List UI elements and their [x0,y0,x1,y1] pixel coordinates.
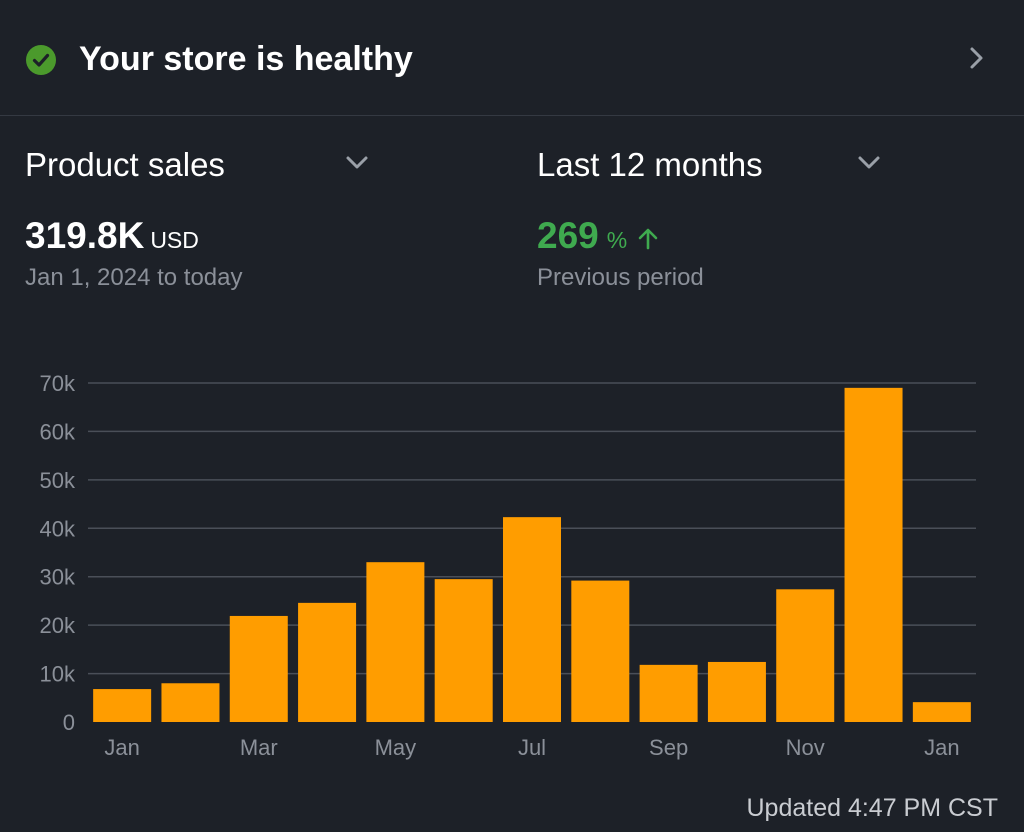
total-sales-unit: USD [150,227,199,253]
total-sales: 319.8K USD [25,214,199,258]
bar-oct-9[interactable] [707,661,766,722]
change-label: Previous period [537,264,704,291]
metric-selector-label: Product sales [25,146,225,183]
chevron-down-icon [346,156,368,169]
bar-nov-10[interactable] [776,589,835,722]
y-tick-label: 70k [40,371,76,396]
bar-apr-3[interactable] [298,602,357,722]
y-tick-label: 60k [40,419,76,444]
y-tick-label: 50k [40,468,76,493]
chevron-right-icon[interactable] [966,44,986,72]
total-sales-value: 319.8K [25,215,145,256]
arrow-up-icon [638,228,657,250]
x-tick-label: May [375,735,417,760]
sales-bar-chart: 0 10k 20k 30k 40k 50k 60k 70k Jan Mar May Jul Sep Nov… [40,371,976,760]
x-tick-label: Nov [786,735,825,760]
bar-jan-12[interactable] [912,702,971,722]
period-change: 269% [537,214,660,258]
period-selector[interactable]: Last 12 months [537,142,897,190]
store-health-title: Your store is healthy [79,40,413,78]
date-range: Jan 1, 2024 to today [25,264,243,291]
bar-feb-1[interactable] [161,683,220,722]
y-tick-label: 40k [40,516,76,541]
bar-jun-5[interactable] [434,579,493,722]
bar-jul-6[interactable] [503,517,561,722]
bar-mar-2[interactable] [229,615,288,722]
bar-aug-7[interactable] [571,580,630,722]
bar-jan-0[interactable] [93,689,152,722]
bar-dec-11[interactable] [844,387,903,722]
store-health-row[interactable]: Your store is healthy [0,0,1024,116]
chevron-down-icon [858,156,880,169]
x-tick-label: Jan [104,735,139,760]
y-tick-label: 20k [40,613,76,638]
y-tick-label: 10k [40,662,76,687]
x-tick-label: Sep [649,735,688,760]
y-tick-label: 30k [40,565,76,590]
bar-may-4[interactable] [366,562,425,722]
x-tick-label: Jul [518,735,546,760]
metric-selector[interactable]: Product sales [25,142,385,190]
period-selector-label: Last 12 months [537,146,763,183]
change-value: 269 [537,215,599,256]
x-tick-label: Mar [240,735,278,760]
y-tick-label: 0 [63,710,75,735]
last-updated: Updated 4:47 PM CST [746,794,998,822]
check-circle-icon [26,45,56,75]
bar-sep-8[interactable] [639,664,698,722]
change-unit: % [606,227,628,253]
x-tick-label: Jan [924,735,959,760]
